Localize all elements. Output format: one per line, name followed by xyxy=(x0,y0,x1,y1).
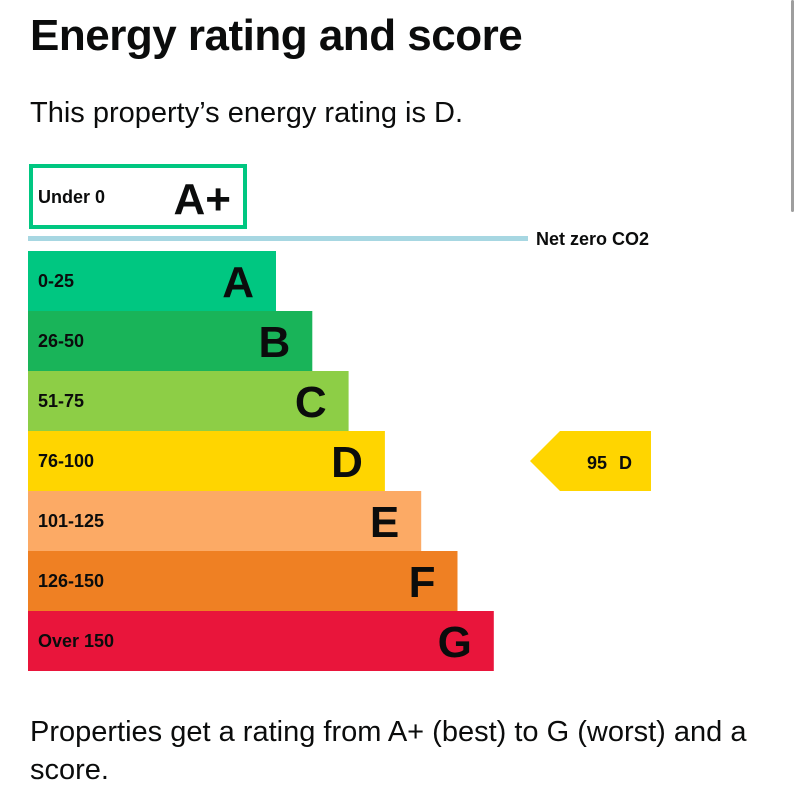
rating-bar-b xyxy=(28,311,313,371)
rating-letter-e: E xyxy=(370,498,399,547)
rating-letter-g: G xyxy=(438,618,472,667)
rating-bar-c xyxy=(28,371,349,431)
page-title: Energy rating and score xyxy=(30,11,523,60)
energy-rating-summary: This property’s energy rating is D. xyxy=(30,97,464,129)
rating-bar-e xyxy=(28,491,422,551)
scrollbar[interactable] xyxy=(791,0,794,212)
rating-range-g: Over 150 xyxy=(38,631,114,651)
rating-letter-a: A xyxy=(222,258,254,307)
rating-range-a: 0-25 xyxy=(38,271,74,291)
rating-letter-b: B xyxy=(259,318,291,367)
rating-bar-a xyxy=(28,251,276,311)
rating-range-e: 101-125 xyxy=(38,511,104,531)
net-zero-label: Net zero CO2 xyxy=(536,229,649,249)
top-band-range: Under 0 xyxy=(38,187,105,207)
rating-bar-f xyxy=(28,551,458,611)
rating-range-f: 126-150 xyxy=(38,571,104,591)
rating-letter-d: D xyxy=(331,438,363,487)
net-zero-line xyxy=(28,236,528,241)
energy-rating-chart: Under 0 A+ Net zero CO2 0-25 A 26-50 B 51-75 C… xyxy=(28,164,651,671)
top-band-letter: A+ xyxy=(174,175,231,224)
current-rating-group: 95 D xyxy=(530,431,651,491)
rating-letter-f: F xyxy=(409,558,436,607)
rating-range-d: 76-100 xyxy=(38,451,94,471)
rating-bands-group: 0-25 A 26-50 B 51-75 C 76-100 D 101-125 E 126-150 F… xyxy=(28,251,494,671)
rating-bar-g xyxy=(28,611,494,671)
current-letter: D xyxy=(619,453,632,473)
rating-explanation: Properties get a rating from A+ (best) t… xyxy=(30,716,747,786)
net-zero-group: Net zero CO2 xyxy=(28,229,649,249)
top-band-box xyxy=(29,164,247,229)
rating-range-b: 26-50 xyxy=(38,331,84,351)
rating-letter-c: C xyxy=(295,378,327,427)
current-score: 95 xyxy=(587,453,607,473)
top-band-group: Under 0 A+ xyxy=(29,164,247,229)
rating-bar-d xyxy=(28,431,385,491)
current-rating-arrow xyxy=(530,431,651,491)
rating-range-c: 51-75 xyxy=(38,391,84,411)
